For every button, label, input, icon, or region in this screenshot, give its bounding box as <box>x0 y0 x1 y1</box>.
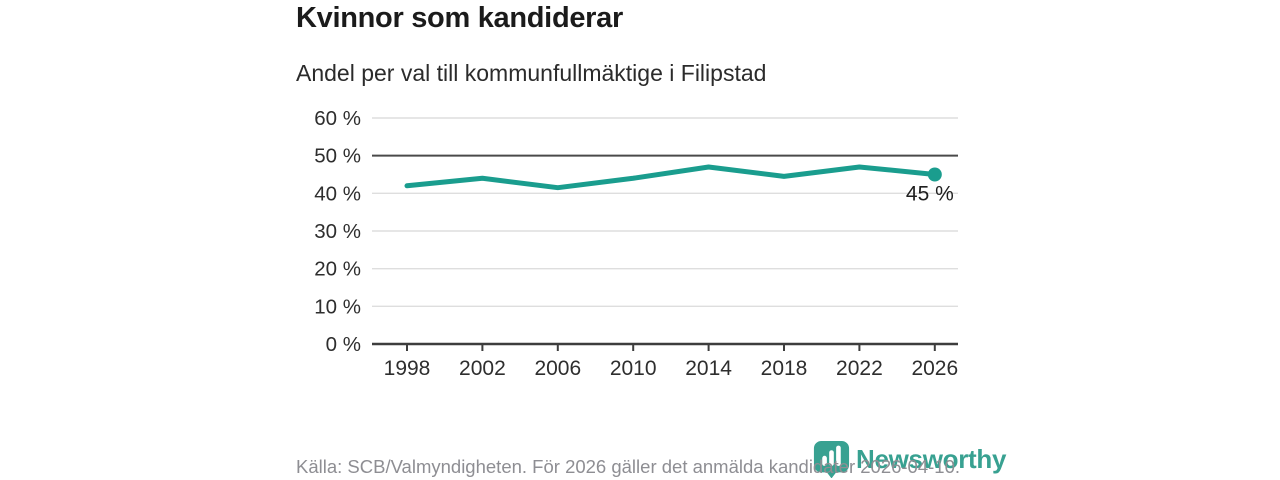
end-point-label: 45 % <box>906 183 954 206</box>
line-chart: 0 % 10 % 20 % 30 % 40 % 50 % 60 % 1998 2002 2006 2… <box>314 107 958 380</box>
x-axis-tick-label: 1998 <box>384 357 431 380</box>
y-axis-tick-label: 30 % <box>314 220 361 243</box>
chart-title: Kvinnor som kandiderar <box>296 2 623 34</box>
y-axis-tick-label: 0 % <box>326 333 361 356</box>
y-axis-tick-label: 50 % <box>314 145 361 168</box>
y-axis-tick-label: 20 % <box>314 258 361 281</box>
newsworthy-logo: Newsworthy <box>813 440 1006 478</box>
y-axis-tick-label: 60 % <box>314 107 361 130</box>
x-axis-tick-label: 2014 <box>685 357 732 380</box>
chart-subtitle: Andel per val till kommunfullmäktige i F… <box>296 60 767 86</box>
source-note: Källa: SCB/Valmyndigheten. För 2026 gäll… <box>296 456 961 477</box>
x-axis-tick-label: 2026 <box>911 357 958 380</box>
x-axis-tick-label: 2006 <box>534 357 581 380</box>
y-axis-tick-label: 10 % <box>314 295 361 318</box>
x-axis-tick-label: 2010 <box>610 357 657 380</box>
x-axis-tick-label: 2018 <box>761 357 808 380</box>
end-point-marker <box>927 167 942 182</box>
y-axis-tick-label: 40 % <box>314 182 361 205</box>
newsworthy-logo-icon <box>813 440 850 478</box>
newsworthy-logo-text: Newsworthy <box>856 443 1007 474</box>
x-axis-tick-label: 2002 <box>459 357 506 380</box>
data-line <box>404 164 938 191</box>
x-axis-tick-label: 2022 <box>836 357 883 380</box>
